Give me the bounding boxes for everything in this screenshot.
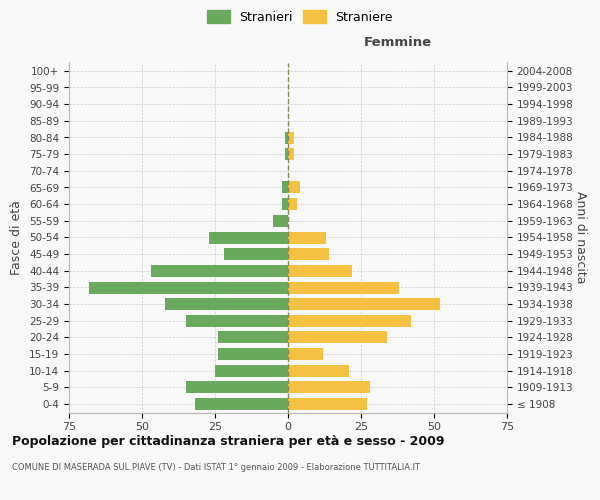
Text: Femmine: Femmine — [364, 36, 431, 49]
Legend: Stranieri, Straniere: Stranieri, Straniere — [203, 6, 397, 28]
Bar — [288, 248, 329, 260]
Bar — [288, 382, 370, 394]
Y-axis label: Fasce di età: Fasce di età — [10, 200, 23, 275]
Bar — [288, 232, 326, 243]
Bar — [285, 132, 288, 143]
Bar — [224, 248, 288, 260]
Bar — [186, 315, 288, 327]
Bar — [166, 298, 288, 310]
Bar — [288, 182, 299, 194]
Bar — [209, 232, 288, 243]
Y-axis label: Anni di nascita: Anni di nascita — [574, 191, 587, 284]
Bar — [288, 298, 440, 310]
Bar — [218, 332, 288, 344]
Bar — [282, 198, 288, 210]
Bar — [151, 265, 288, 277]
Bar — [218, 348, 288, 360]
Bar — [288, 265, 352, 277]
Bar — [288, 282, 399, 294]
Bar — [186, 382, 288, 394]
Text: Popolazione per cittadinanza straniera per età e sesso - 2009: Popolazione per cittadinanza straniera p… — [12, 434, 445, 448]
Bar — [274, 215, 288, 227]
Bar — [288, 315, 410, 327]
Bar — [215, 365, 288, 377]
Bar — [288, 332, 387, 344]
Bar — [288, 348, 323, 360]
Bar — [288, 148, 294, 160]
Bar — [288, 132, 294, 143]
Bar — [194, 398, 288, 410]
Text: COMUNE DI MASERADA SUL PIAVE (TV) - Dati ISTAT 1° gennaio 2009 - Elaborazione TU: COMUNE DI MASERADA SUL PIAVE (TV) - Dati… — [12, 464, 420, 472]
Bar — [288, 365, 349, 377]
Bar — [288, 398, 367, 410]
Bar — [89, 282, 288, 294]
Bar — [282, 182, 288, 194]
Bar — [288, 198, 297, 210]
Bar — [285, 148, 288, 160]
